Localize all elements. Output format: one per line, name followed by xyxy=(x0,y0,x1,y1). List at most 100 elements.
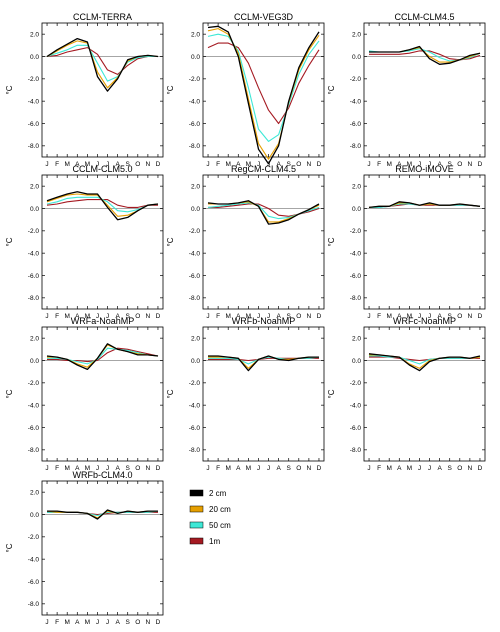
x-tick-label: D xyxy=(478,161,483,168)
x-tick-label: F xyxy=(55,465,59,472)
y-tick-label: 0.0 xyxy=(191,358,200,365)
x-tick-label: A xyxy=(397,161,402,168)
y-tick-label: -8.0 xyxy=(189,295,201,302)
x-tick-label: J xyxy=(106,161,109,168)
x-tick-label: J xyxy=(257,313,260,320)
x-tick-label: D xyxy=(156,161,161,168)
y-tick-label: 0.0 xyxy=(30,358,39,365)
y-tick-label: -4.0 xyxy=(189,250,201,257)
x-tick-label: N xyxy=(146,619,151,626)
x-tick-label: J xyxy=(45,619,48,626)
series-line-50cm xyxy=(46,44,158,82)
x-tick-label: A xyxy=(276,465,281,472)
x-tick-label: A xyxy=(437,313,442,320)
x-tick-label: D xyxy=(156,465,161,472)
series-line-1m xyxy=(46,47,158,75)
legend-swatch xyxy=(189,505,204,513)
x-tick-label: J xyxy=(106,313,109,320)
x-tick-label: J xyxy=(96,161,99,168)
x-tick-label: A xyxy=(75,619,80,626)
series-line-20cm xyxy=(46,40,159,89)
x-tick-label: S xyxy=(448,313,453,320)
plot-frame xyxy=(41,22,164,158)
plot-frame xyxy=(363,22,486,158)
legend-label: 50 cm xyxy=(209,521,231,530)
legend-swatch xyxy=(189,537,204,545)
y-tick-label: -4.0 xyxy=(350,98,362,105)
panel-title: REMO-iMOVE xyxy=(395,164,454,174)
x-tick-label: A xyxy=(115,619,120,626)
x-tick-label: N xyxy=(307,161,312,168)
y-tick-label: -8.0 xyxy=(189,447,201,454)
x-tick-label: O xyxy=(135,619,140,626)
y-tick-label: 0.0 xyxy=(30,512,39,519)
y-axis-label: °C xyxy=(327,389,336,398)
x-tick-label: M xyxy=(225,313,230,320)
y-tick-label: -6.0 xyxy=(189,273,201,280)
y-tick-label: -4.0 xyxy=(350,402,362,409)
x-tick-label: F xyxy=(216,313,220,320)
series-line-2cm xyxy=(47,509,158,520)
y-tick-label: -2.0 xyxy=(189,380,201,387)
y-tick-label: -8.0 xyxy=(350,143,362,150)
x-tick-label: J xyxy=(257,465,260,472)
y-tick-label: -6.0 xyxy=(28,425,40,432)
x-tick-label: J xyxy=(428,161,431,168)
y-axis-label: °C xyxy=(166,85,175,94)
y-axis-label: °C xyxy=(5,237,14,246)
x-tick-label: A xyxy=(437,465,442,472)
x-tick-label: M xyxy=(64,619,69,626)
legend-label: 20 cm xyxy=(209,505,231,514)
panel-title: RegCM-CLM4.5 xyxy=(231,164,296,174)
panel-title: CCLM-CLM5.0 xyxy=(72,164,132,174)
x-tick-label: A xyxy=(236,161,241,168)
series-line-2cm xyxy=(369,45,481,65)
y-tick-label: -4.0 xyxy=(28,402,40,409)
y-axis-label: °C xyxy=(5,85,14,94)
legend-swatch xyxy=(189,489,204,497)
panel-4: RegCM-CLM4.52.00.0-2.0-4.0-6.0-8.0J F M A M J… xyxy=(166,164,325,320)
y-tick-label: 2.0 xyxy=(352,183,361,190)
y-tick-label: 2.0 xyxy=(191,183,200,190)
series-line-20cm xyxy=(46,193,159,217)
y-tick-label: -4.0 xyxy=(189,98,201,105)
x-tick-label: O xyxy=(457,161,462,168)
x-tick-label: M xyxy=(386,465,391,472)
plot-frame xyxy=(41,326,164,462)
series-line-2cm xyxy=(368,201,481,209)
x-tick-label: M xyxy=(386,313,391,320)
x-tick-label: D xyxy=(156,619,161,626)
plot-frame xyxy=(363,174,486,310)
x-tick-label: J xyxy=(367,465,370,472)
x-tick-label: J xyxy=(45,161,48,168)
x-tick-label: J xyxy=(45,313,48,320)
y-tick-label: 0.0 xyxy=(191,206,200,213)
y-tick-label: -2.0 xyxy=(28,380,40,387)
y-tick-label: -8.0 xyxy=(28,601,40,608)
x-tick-label: J xyxy=(367,161,370,168)
x-tick-label: J xyxy=(267,313,270,320)
x-tick-label: F xyxy=(377,161,381,168)
series-line-2cm xyxy=(207,25,320,165)
y-tick-label: 0.0 xyxy=(30,54,39,61)
x-tick-label: M xyxy=(85,313,90,320)
x-tick-label: J xyxy=(267,465,270,472)
x-tick-label: A xyxy=(115,465,120,472)
x-tick-label: M xyxy=(407,465,412,472)
x-tick-label: O xyxy=(135,161,140,168)
x-tick-label: J xyxy=(367,313,370,320)
y-tick-label: 2.0 xyxy=(30,489,39,496)
plot-frame xyxy=(202,174,325,310)
x-tick-label: F xyxy=(377,313,381,320)
x-tick-label: J xyxy=(418,161,421,168)
x-tick-label: N xyxy=(468,161,473,168)
x-tick-label: A xyxy=(276,161,281,168)
x-tick-label: A xyxy=(236,313,241,320)
x-tick-label: F xyxy=(55,313,59,320)
x-tick-label: A xyxy=(75,161,80,168)
